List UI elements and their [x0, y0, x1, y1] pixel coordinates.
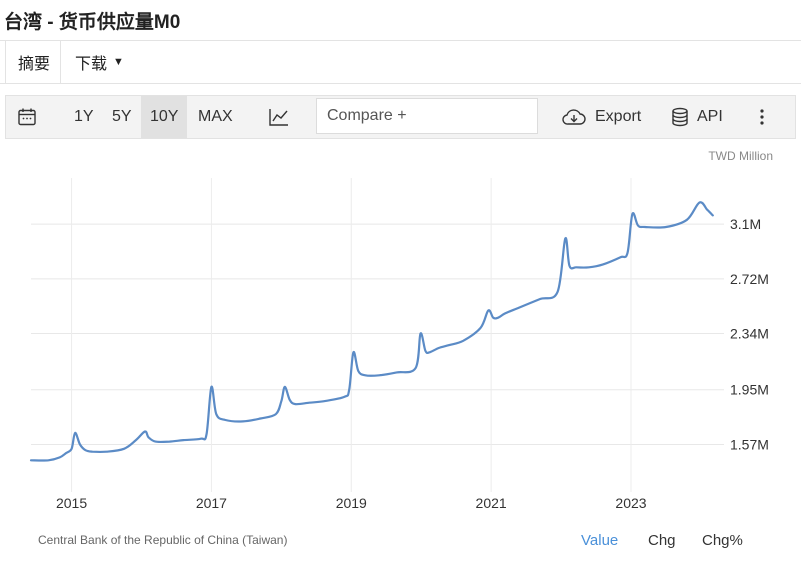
x-tick-label: 2019 — [336, 495, 367, 511]
chart-area: TWD Million 1.57M 1.95M 2.34M 2.72M 3.1M 2015 2… — [0, 140, 801, 559]
tab-download[interactable]: 下载 ▼ — [61, 41, 138, 83]
range-10y-button[interactable]: 10Y — [141, 96, 188, 138]
tab-summary[interactable]: 摘要 — [5, 41, 62, 83]
line-chart-icon[interactable] — [268, 96, 290, 138]
line-chart: TWD Million 1.57M 1.95M 2.34M 2.72M 3.1M 2015 2… — [29, 149, 773, 511]
y-tick-label: 2.72M — [730, 271, 769, 287]
database-icon — [672, 107, 688, 127]
y-tick-label: 2.34M — [730, 326, 769, 342]
x-tick-label: 2017 — [196, 495, 227, 511]
y-tick-label: 1.57M — [730, 436, 769, 452]
page-title: 台湾 - 货币供应量M0 — [4, 12, 181, 33]
range-5y-button[interactable]: 5Y — [112, 108, 132, 125]
calendar-icon[interactable] — [17, 96, 37, 138]
x-tick-label: 2023 — [615, 495, 646, 511]
caret-down-icon: ▼ — [113, 56, 124, 68]
y-tick-label: 1.95M — [730, 382, 769, 398]
tab-chg[interactable]: Chg — [648, 532, 676, 549]
y-tick-label: 3.1M — [730, 216, 761, 232]
tab-chg-percent[interactable]: Chg% — [702, 532, 743, 549]
chart-toolbar: 1Y 5Y 10Y MAX Export API — [5, 95, 796, 139]
more-options-icon[interactable] — [758, 96, 766, 138]
unit-label: TWD Million — [708, 149, 773, 163]
range-1y-button[interactable]: 1Y — [74, 108, 94, 125]
export-label: Export — [595, 108, 642, 125]
source-label: Central Bank of the Republic of China (T… — [38, 533, 288, 547]
cloud-download-icon — [562, 109, 586, 125]
tab-bar: 摘要 下载 ▼ — [0, 40, 801, 84]
tab-summary-label: 摘要 — [18, 56, 51, 73]
tab-download-label: 下载 — [75, 56, 108, 73]
tab-value[interactable]: Value — [581, 532, 619, 549]
range-max-button[interactable]: MAX — [198, 108, 233, 125]
series-line — [29, 201, 714, 462]
x-tick-label: 2015 — [56, 495, 87, 511]
export-button[interactable]: Export — [561, 96, 641, 138]
api-button[interactable]: API — [671, 96, 723, 138]
api-label: API — [697, 108, 723, 125]
x-tick-label: 2021 — [476, 495, 507, 511]
compare-input[interactable] — [316, 98, 538, 134]
